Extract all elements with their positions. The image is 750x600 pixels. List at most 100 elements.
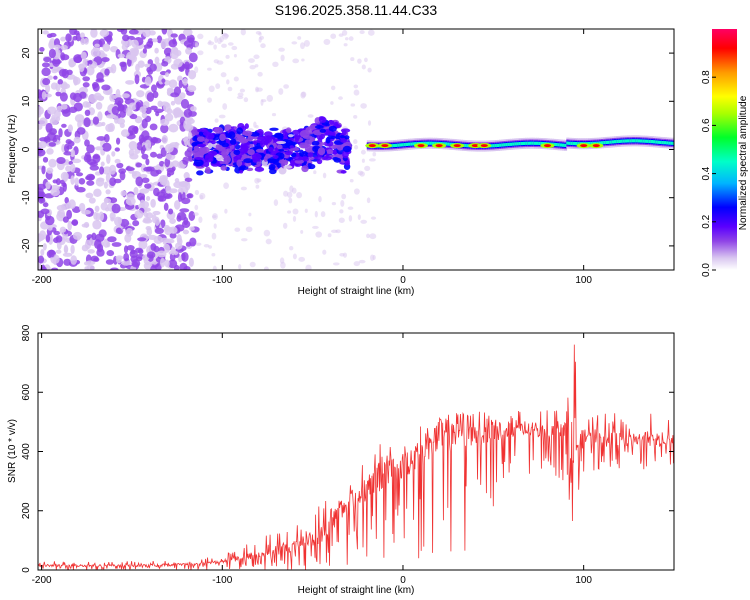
spectrogram-cell	[54, 109, 61, 119]
spectrogram-cell	[169, 232, 177, 239]
spectrogram-cell	[39, 47, 45, 52]
spectrogram-cell	[620, 139, 624, 143]
spectrogram-cell	[61, 182, 67, 188]
spectrogram-cell	[131, 259, 141, 268]
colorbar-tick-label: 0.8	[701, 70, 712, 84]
spectrogram-cell	[564, 143, 568, 147]
spectrogram-cell	[84, 239, 92, 250]
spectrogram-cell	[45, 122, 53, 133]
spectrogram-cell	[168, 79, 178, 89]
spectrogram-cell	[121, 260, 132, 266]
spectrogram-cell	[41, 62, 50, 68]
spectrogram-cell	[538, 141, 542, 145]
spectrogram-cell	[89, 161, 98, 167]
spectrogram-cell	[328, 125, 337, 132]
spectrogram-cell	[395, 143, 398, 147]
spectrogram-cell	[272, 61, 279, 67]
spectrogram-cell	[340, 170, 347, 174]
spectrogram-cell	[197, 33, 204, 40]
spectrogram-cell	[335, 229, 341, 234]
spectrogram-cell	[142, 29, 151, 38]
spectrogram-cell	[403, 143, 407, 147]
colorbar-scale	[712, 29, 737, 270]
spectrogram-cell	[114, 97, 124, 105]
spectrogram-cell	[188, 257, 194, 267]
spectrogram-cell	[171, 160, 180, 168]
spectrogram-cell	[449, 142, 453, 146]
spectrogram-cell	[59, 226, 67, 233]
spectrogram-cell	[211, 252, 216, 257]
spectrogram-cell	[111, 203, 121, 214]
spectrogram-cell	[76, 127, 86, 135]
spectrogram-cell	[126, 245, 135, 251]
spectrogram-cell	[278, 159, 286, 164]
spectrogram-cell	[133, 186, 139, 196]
spectrogram-cell	[39, 117, 48, 127]
y-tick-label: -20	[21, 238, 32, 253]
spectrogram-cell	[115, 227, 123, 234]
spectrogram-cell	[62, 109, 71, 117]
x-tick-label: 100	[575, 275, 592, 286]
spectrogram-cell	[342, 145, 352, 153]
spectrogram-cell	[442, 142, 446, 146]
spectrogram-cell	[153, 235, 163, 244]
spectrogram-cell	[170, 100, 176, 106]
spectrogram-cell	[288, 197, 293, 204]
spectrogram-cell	[141, 118, 148, 129]
spectrogram-cell	[128, 140, 138, 151]
spectrogram-cell	[63, 244, 69, 254]
spectrogram-ylabel: Frequency (Hz)	[7, 115, 18, 184]
spectrogram-cell	[194, 43, 199, 48]
spectrogram-cell	[361, 158, 365, 163]
spectrogram-cell	[221, 142, 230, 148]
spectrogram-cell	[512, 142, 516, 146]
spectrogram-cell	[53, 75, 58, 80]
spectrogram-cell	[157, 100, 163, 108]
spectrogram-cell	[183, 171, 190, 180]
spectrogram-cell	[45, 234, 51, 243]
spectrogram-cell	[304, 139, 312, 147]
spectrogram-cell	[349, 179, 354, 183]
spectrogram-cell	[320, 211, 326, 218]
spectrogram-cell	[184, 177, 193, 182]
spectrogram-cell	[181, 251, 189, 262]
spectrogram-cell	[183, 265, 191, 270]
y-tick-label: 0	[21, 567, 32, 573]
spectrogram-cell	[198, 147, 207, 155]
spectrogram-cell	[357, 214, 361, 220]
spectrogram-cell	[367, 120, 372, 126]
spectrogram-cell	[182, 29, 193, 36]
spectrogram-cell	[369, 233, 377, 240]
spectrogram-cell	[96, 243, 104, 253]
spectrogram-cell	[228, 131, 236, 139]
spectrogram-cell	[188, 211, 196, 221]
spectrogram-cell	[39, 197, 46, 204]
spectrogram-cell	[350, 57, 355, 62]
spectrogram-cell	[129, 153, 139, 160]
spectrogram-cell	[38, 191, 46, 199]
spectrogram-cell	[183, 108, 193, 118]
spectrogram-cell	[185, 47, 192, 55]
spectrogram-cell	[71, 220, 78, 226]
spectrogram-cell	[105, 123, 114, 133]
spectrogram-cell	[210, 140, 217, 145]
spectrogram-cell	[668, 141, 672, 145]
spectrogram-cell	[88, 94, 98, 104]
spectrogram-cell	[223, 155, 231, 164]
spectrogram-cell	[85, 175, 92, 181]
spectrogram-cell	[642, 139, 646, 143]
spectrogram-cell	[580, 144, 588, 148]
spectrogram-cell	[343, 43, 348, 47]
spectrogram-cell	[255, 86, 259, 93]
spectrogram-cell	[499, 143, 503, 147]
spectrogram-cell	[72, 231, 83, 240]
spectrogram-cell	[269, 127, 279, 131]
spectrogram-cell	[224, 208, 228, 214]
spectrogram-cell	[568, 141, 572, 145]
spectrogram-cell	[90, 48, 100, 58]
spectrogram-cell	[196, 170, 204, 176]
spectrogram-cell	[102, 43, 111, 52]
spectrogram-cell	[117, 53, 125, 59]
spectrogram-cell	[141, 153, 149, 160]
spectrogram-cell	[94, 205, 100, 213]
